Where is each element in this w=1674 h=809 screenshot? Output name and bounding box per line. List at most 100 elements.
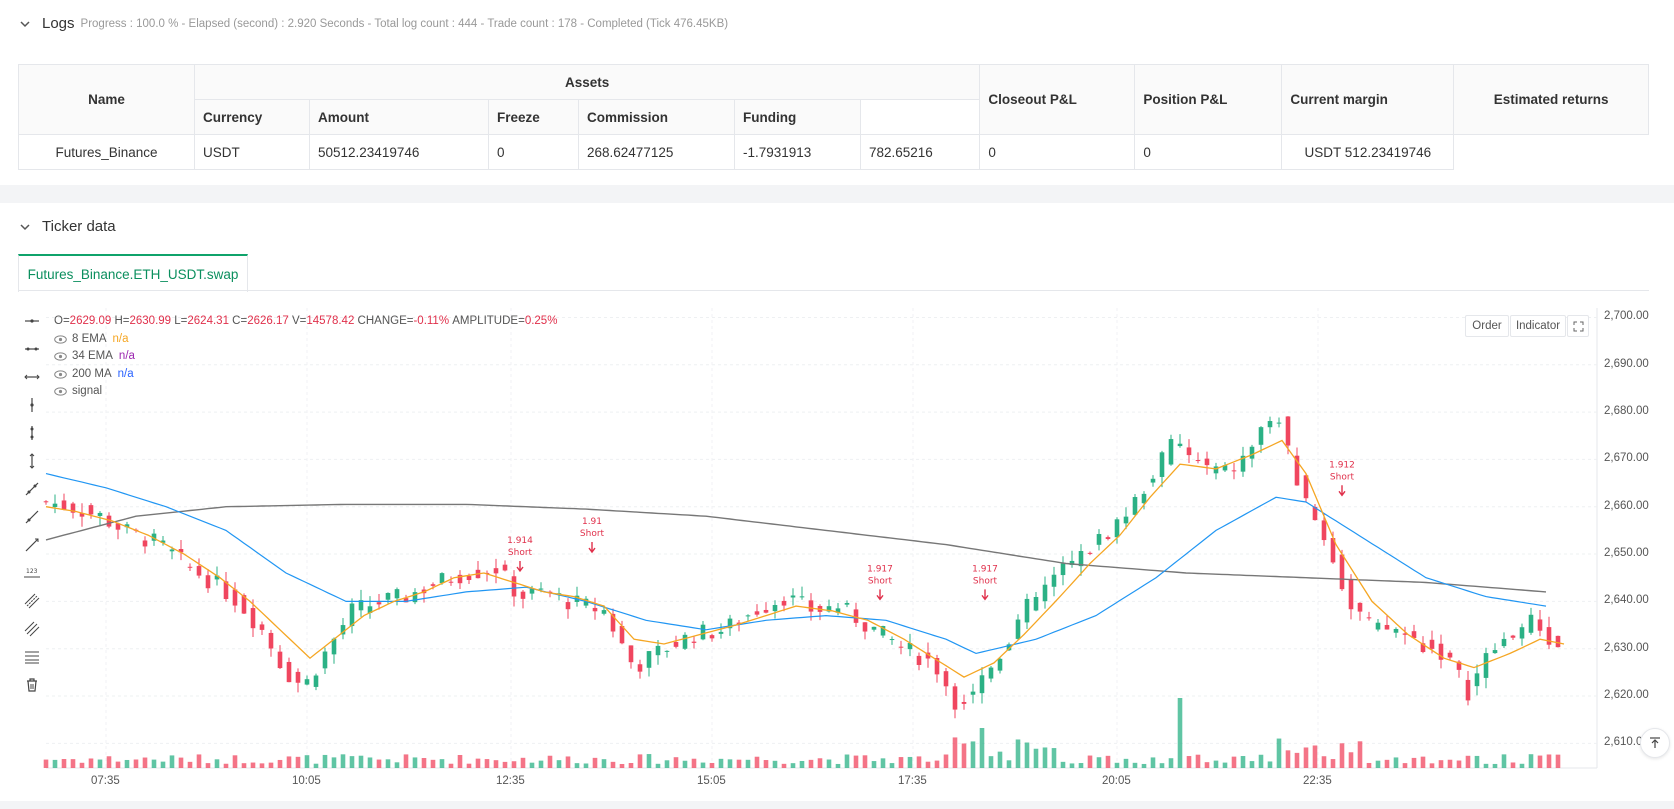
volume-bar <box>1519 763 1525 768</box>
volume-bar <box>1024 742 1030 768</box>
candle-body <box>1501 638 1507 647</box>
time-tick-label: 07:35 <box>91 775 120 787</box>
h-value: 2630.99 <box>129 315 172 327</box>
horizontal-ray-tool-icon[interactable] <box>20 310 44 332</box>
volume-bar <box>1240 756 1246 768</box>
change-label: CHANGE= <box>357 315 414 327</box>
vertical-segment-tool-icon[interactable] <box>20 450 44 472</box>
volume-bar <box>619 763 625 768</box>
trend-line-tool-icon[interactable] <box>20 478 44 500</box>
volume-bar <box>88 758 94 768</box>
volume-bar <box>277 759 283 768</box>
candle-body <box>349 603 355 627</box>
volume-bar <box>592 757 598 768</box>
chevron-down-icon[interactable] <box>18 220 32 234</box>
price-tick-label: 2,610.00 <box>1604 736 1649 749</box>
legend-label: 8 EMA <box>72 332 107 345</box>
volume-bar <box>286 756 292 768</box>
short-arrow-icon <box>588 542 596 554</box>
volume-bar <box>889 763 895 768</box>
candle-body <box>1555 635 1561 648</box>
candle-body <box>1276 422 1282 424</box>
candle-body <box>1510 635 1516 638</box>
eye-icon[interactable] <box>54 387 67 396</box>
candle-body <box>394 589 400 599</box>
volume-bar <box>646 754 652 768</box>
candle-body <box>340 625 346 635</box>
volume-bar <box>421 758 427 768</box>
extended-line-tool-icon[interactable] <box>20 534 44 556</box>
candle-body <box>1294 455 1300 486</box>
volume-bar <box>970 741 976 768</box>
legend-item-ema8[interactable]: 8 EMA n/a <box>54 331 557 349</box>
cell-closeout-pnl: 782.65216 <box>859 134 981 170</box>
volume-bar <box>367 757 373 768</box>
candle-body <box>826 606 832 612</box>
volume-bar <box>988 756 994 768</box>
volume-bar <box>1339 743 1345 768</box>
candle-body <box>637 664 643 672</box>
svg-text:123: 123 <box>26 568 38 575</box>
volume-bar <box>412 757 418 768</box>
fib-retracement-tool-icon[interactable] <box>20 646 44 668</box>
volume-bar <box>691 758 697 768</box>
candle-body <box>772 605 778 612</box>
candle-body <box>1393 628 1399 633</box>
signal-value-label: 1.917 <box>867 564 893 574</box>
candle-body <box>250 608 256 629</box>
candle-body <box>655 645 661 656</box>
ticker-header[interactable]: Ticker data <box>18 218 116 235</box>
cell-amount: 50512.23419746 <box>309 134 489 170</box>
candle-body <box>1033 597 1039 611</box>
volume-bar <box>1114 762 1120 768</box>
price-label-tool-icon[interactable]: 123 <box>20 562 44 584</box>
candle-body <box>70 503 76 513</box>
candle-body <box>358 600 364 611</box>
vertical-ray-tool-icon[interactable] <box>20 394 44 416</box>
candle-body <box>1051 574 1057 587</box>
signal-value-label: 1.914 <box>507 536 533 546</box>
legend-label: 200 MA <box>72 367 112 380</box>
legend-item-ema34[interactable]: 34 EMA n/a <box>54 348 557 366</box>
volume-bar <box>790 763 796 768</box>
candle-body <box>529 588 535 594</box>
candle-body <box>430 584 436 586</box>
volume-bar <box>1168 758 1174 768</box>
eye-icon[interactable] <box>54 352 67 361</box>
chevron-down-icon[interactable] <box>18 17 32 31</box>
trash-icon[interactable] <box>20 674 44 696</box>
volume-bar <box>520 757 526 768</box>
time-tick-label: 10:05 <box>292 775 321 787</box>
volume-bar <box>1123 758 1129 768</box>
candle-body <box>1411 631 1417 638</box>
horizontal-line-tool-icon[interactable] <box>20 338 44 360</box>
vertical-line-tool-icon[interactable] <box>20 422 44 444</box>
candle-body <box>106 515 112 527</box>
parallel-channel-tool-icon[interactable] <box>20 590 44 612</box>
order-button[interactable]: Order <box>1465 315 1509 337</box>
fib-channel-tool-icon[interactable] <box>20 618 44 640</box>
candle-body <box>448 581 454 583</box>
col-amount: Amount <box>309 99 489 135</box>
candle-body <box>1222 465 1228 471</box>
legend-item-signal[interactable]: signal <box>54 383 557 401</box>
fullscreen-button[interactable] <box>1567 315 1589 337</box>
ray-line-tool-icon[interactable] <box>20 506 44 528</box>
legend-item-ma200[interactable]: 200 MA n/a <box>54 366 557 384</box>
horizontal-segment-tool-icon[interactable] <box>20 366 44 388</box>
cell-name: Futures_Binance <box>18 134 195 170</box>
volume-bar <box>457 754 463 768</box>
logs-header[interactable]: Logs Progress : 100.0 % - Elapsed (secon… <box>18 15 728 32</box>
indicator-button[interactable]: Indicator <box>1510 315 1566 337</box>
candle-body <box>673 641 679 647</box>
eye-icon[interactable] <box>54 370 67 379</box>
volume-bar <box>709 762 715 768</box>
scroll-to-top-button[interactable] <box>1640 728 1670 758</box>
volume-bar <box>1537 755 1543 768</box>
candle-body <box>601 610 607 614</box>
eye-icon[interactable] <box>54 335 67 344</box>
volume-bar <box>295 756 301 768</box>
tab-eth-usdt-swap[interactable]: Futures_Binance.ETH_USDT.swap <box>18 254 248 292</box>
candle-body <box>277 651 283 669</box>
